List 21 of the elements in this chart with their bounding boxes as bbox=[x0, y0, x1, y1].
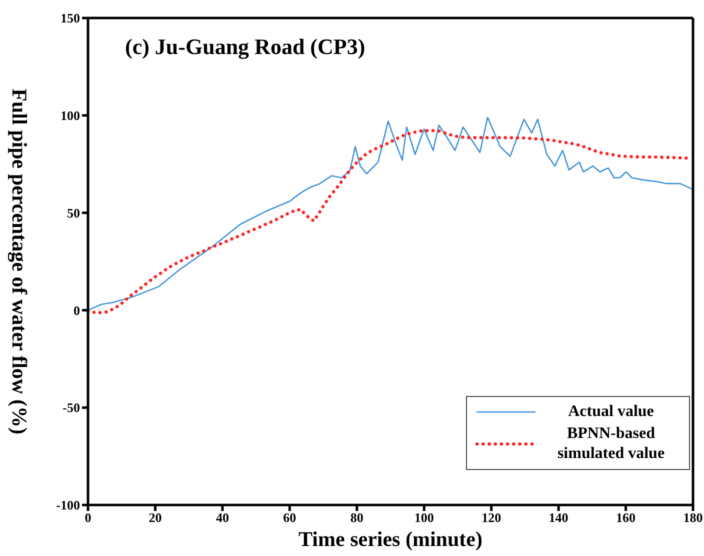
x-tick-label: 120 bbox=[482, 510, 502, 526]
y-tick-label: -50 bbox=[62, 400, 80, 416]
y-tick-label: 50 bbox=[67, 205, 80, 220]
x-tick-label: 40 bbox=[216, 510, 229, 526]
x-tick-label: 160 bbox=[616, 510, 636, 526]
x-tick-label: 140 bbox=[548, 510, 568, 526]
y-tick-label: 0 bbox=[74, 302, 80, 318]
x-axis-title: Time series (minute) bbox=[298, 527, 482, 551]
legend-label: BPNN-based simulated value bbox=[556, 424, 666, 464]
x-tick-label: 80 bbox=[350, 510, 364, 526]
y-axis-title: Full pipe percentage of water flow (%) bbox=[8, 88, 32, 434]
x-tick-label: 0 bbox=[84, 510, 92, 526]
annotation: (c) Ju-Guang Road (CP3) bbox=[125, 34, 366, 60]
legend-label: Actual value bbox=[567, 402, 655, 422]
x-tick-label: 180 bbox=[683, 510, 703, 526]
y-tick-label: 100 bbox=[60, 108, 80, 124]
y-tick-label: 150 bbox=[60, 10, 80, 26]
y-tick-label: -100 bbox=[56, 498, 80, 513]
x-tick-label: 60 bbox=[283, 510, 296, 526]
x-tick-label: 20 bbox=[148, 510, 162, 526]
x-tick-label: 100 bbox=[414, 510, 434, 526]
